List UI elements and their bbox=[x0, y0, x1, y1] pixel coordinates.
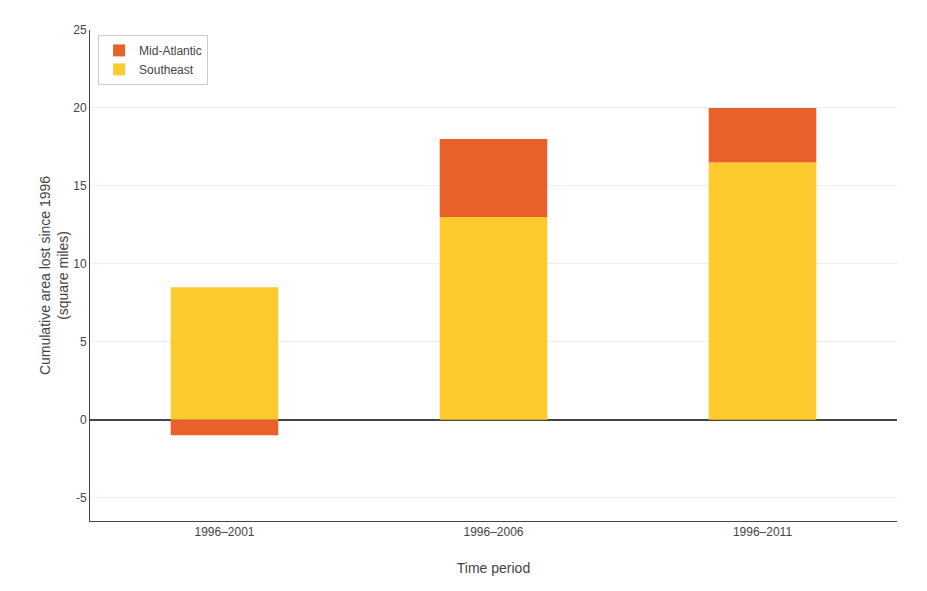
svg-text:Cumulative area lost since 199: Cumulative area lost since 1996(square m… bbox=[37, 176, 71, 375]
svg-text:25: 25 bbox=[73, 23, 87, 37]
svg-text:10: 10 bbox=[73, 257, 87, 271]
svg-text:15: 15 bbox=[73, 179, 87, 193]
svg-text:1996–2011: 1996–2011 bbox=[733, 525, 793, 539]
svg-text:0: 0 bbox=[80, 413, 87, 427]
svg-text:Mid-Atlantic: Mid-Atlantic bbox=[139, 44, 202, 58]
svg-text:1996–2001: 1996–2001 bbox=[194, 525, 254, 539]
svg-text:1996–2006: 1996–2006 bbox=[463, 525, 523, 539]
svg-text:20: 20 bbox=[73, 101, 87, 115]
svg-text:5: 5 bbox=[80, 335, 87, 349]
svg-text:-5: -5 bbox=[76, 491, 87, 505]
svg-text:Time period: Time period bbox=[457, 560, 530, 576]
svg-text:Southeast: Southeast bbox=[139, 63, 194, 77]
